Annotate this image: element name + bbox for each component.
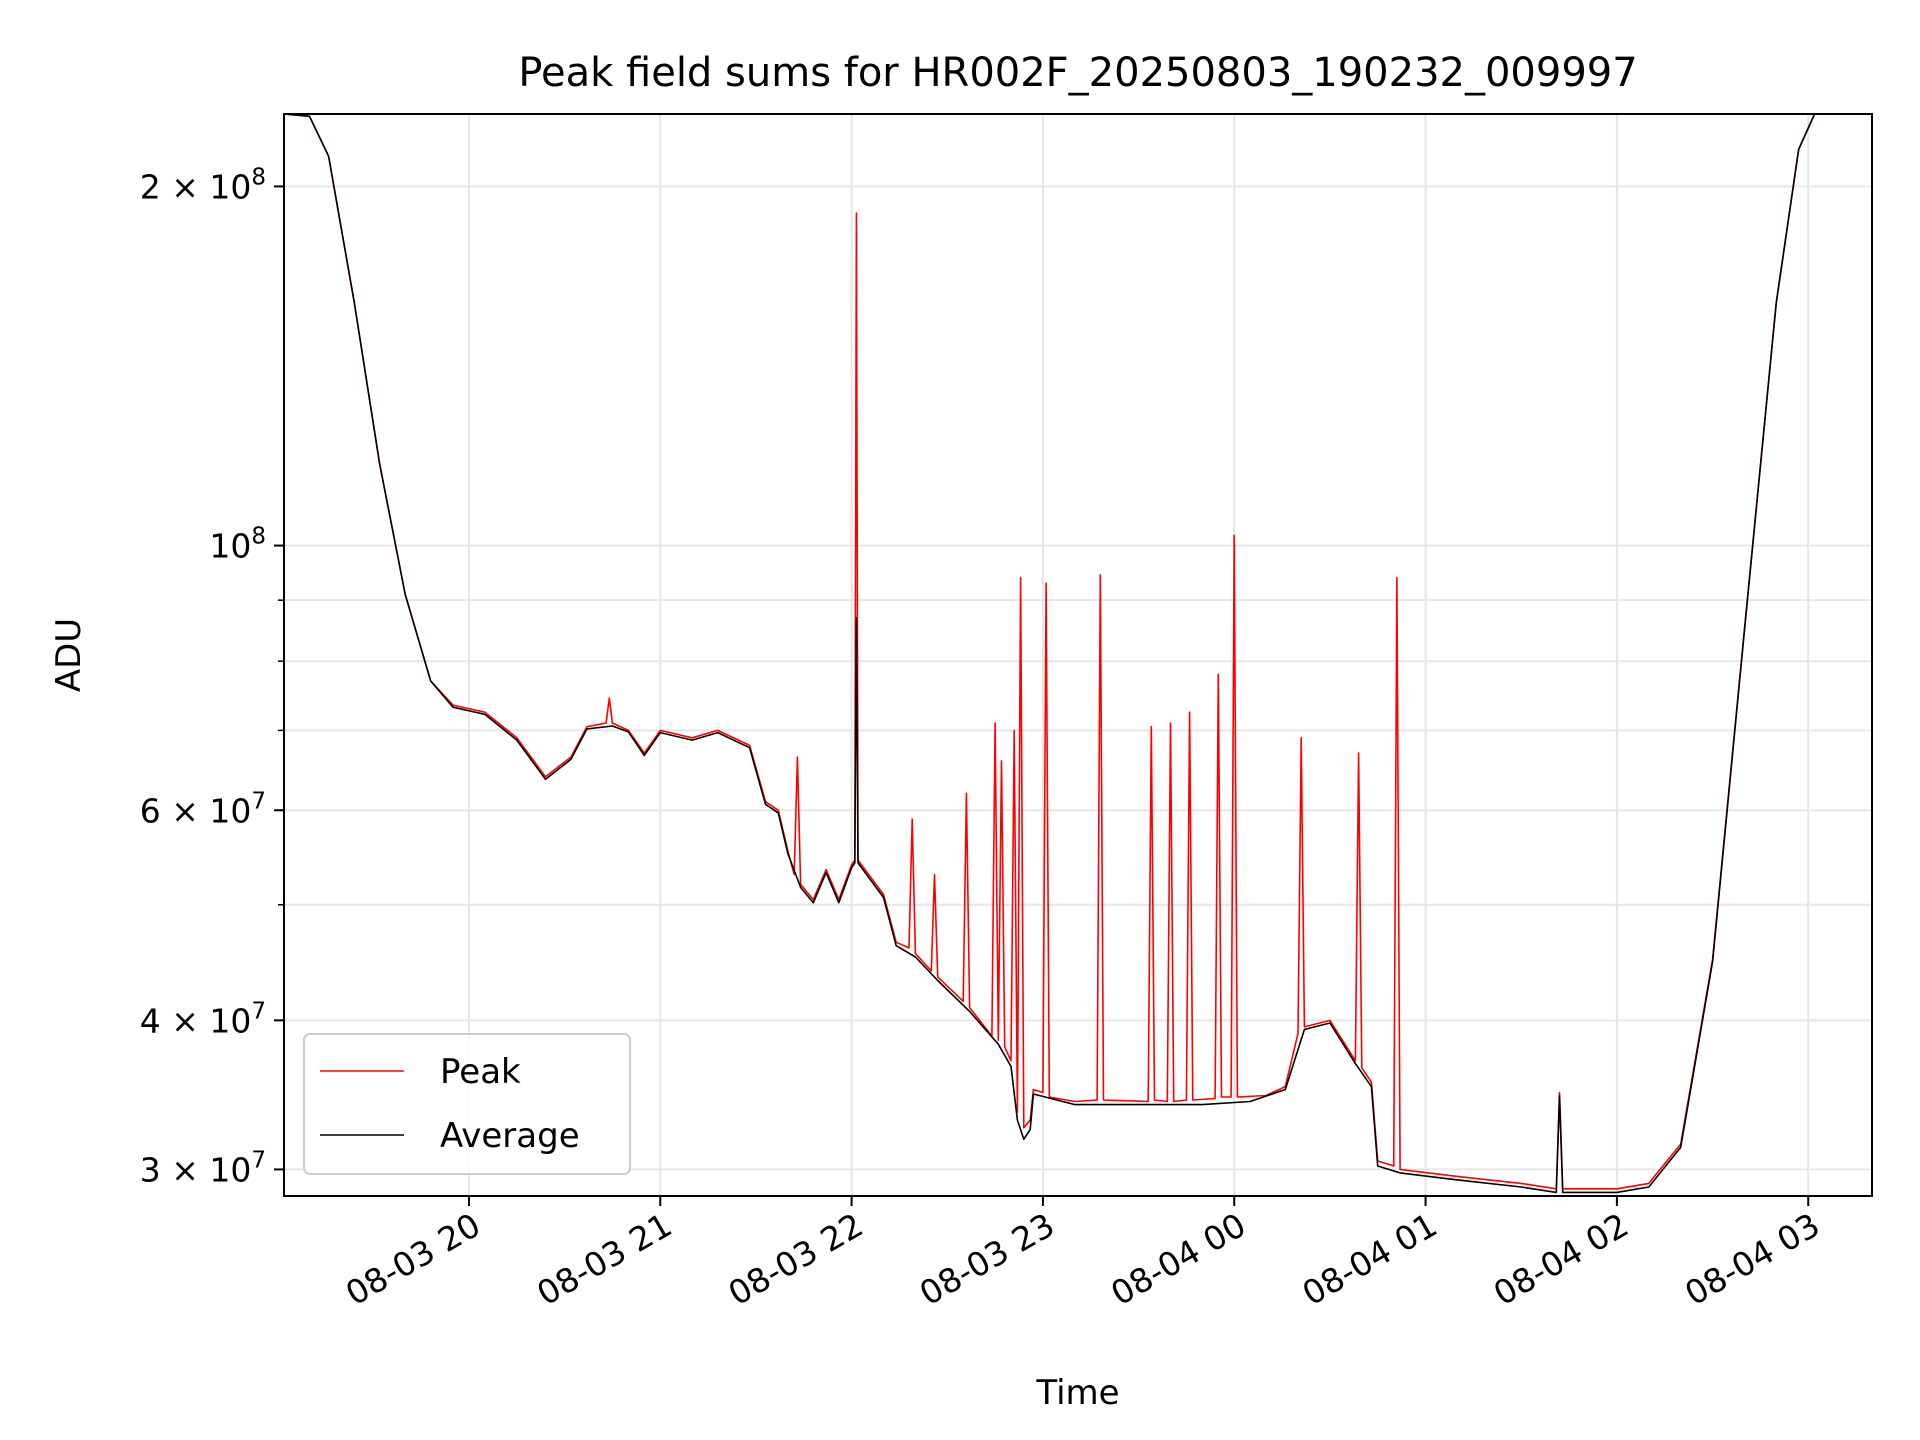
y-tick-label: 3 × 107 [140,1147,266,1189]
y-tick-label: 6 × 107 [140,788,266,830]
legend-box [303,1033,631,1175]
series-line-average [284,114,1872,1194]
y-tick-mantissa: 3 × [140,1150,210,1189]
y-axis-label: ADU [49,618,89,692]
y-tick-base: 10 [209,1150,251,1189]
legend-label-average: Average [440,1116,580,1156]
legend-label-peak: Peak [440,1052,521,1092]
x-axis-label: Time [1035,1373,1119,1413]
y-tick-label: 2 × 108 [140,164,266,206]
y-tick-exponent: 8 [251,524,266,550]
plot-frame [283,113,1873,1197]
legend: Peak Average [303,1033,631,1175]
y-tick-base: 10 [209,527,251,566]
y-tick-mantissa: 2 × [140,167,210,206]
y-tick-base: 10 [209,791,251,830]
y-tick-mantissa: 6 × [140,791,210,830]
y-tick-label: 4 × 107 [140,998,266,1040]
y-tick-base: 10 [209,167,251,206]
chart-title: Peak field sums for HR002F_20250803_1902… [518,50,1637,96]
grid [284,114,1872,1196]
y-tick-exponent: 7 [251,788,266,814]
y-tick-exponent: 7 [251,998,266,1024]
series-layer [284,114,1872,1194]
y-tick-label: 108 [209,524,266,566]
y-tick-exponent: 8 [251,164,266,190]
y-tick-base: 10 [209,1001,251,1040]
y-tick-mantissa: 4 × [140,1001,210,1040]
y-tick-exponent: 7 [251,1147,266,1173]
plot-area-background [284,114,1872,1196]
